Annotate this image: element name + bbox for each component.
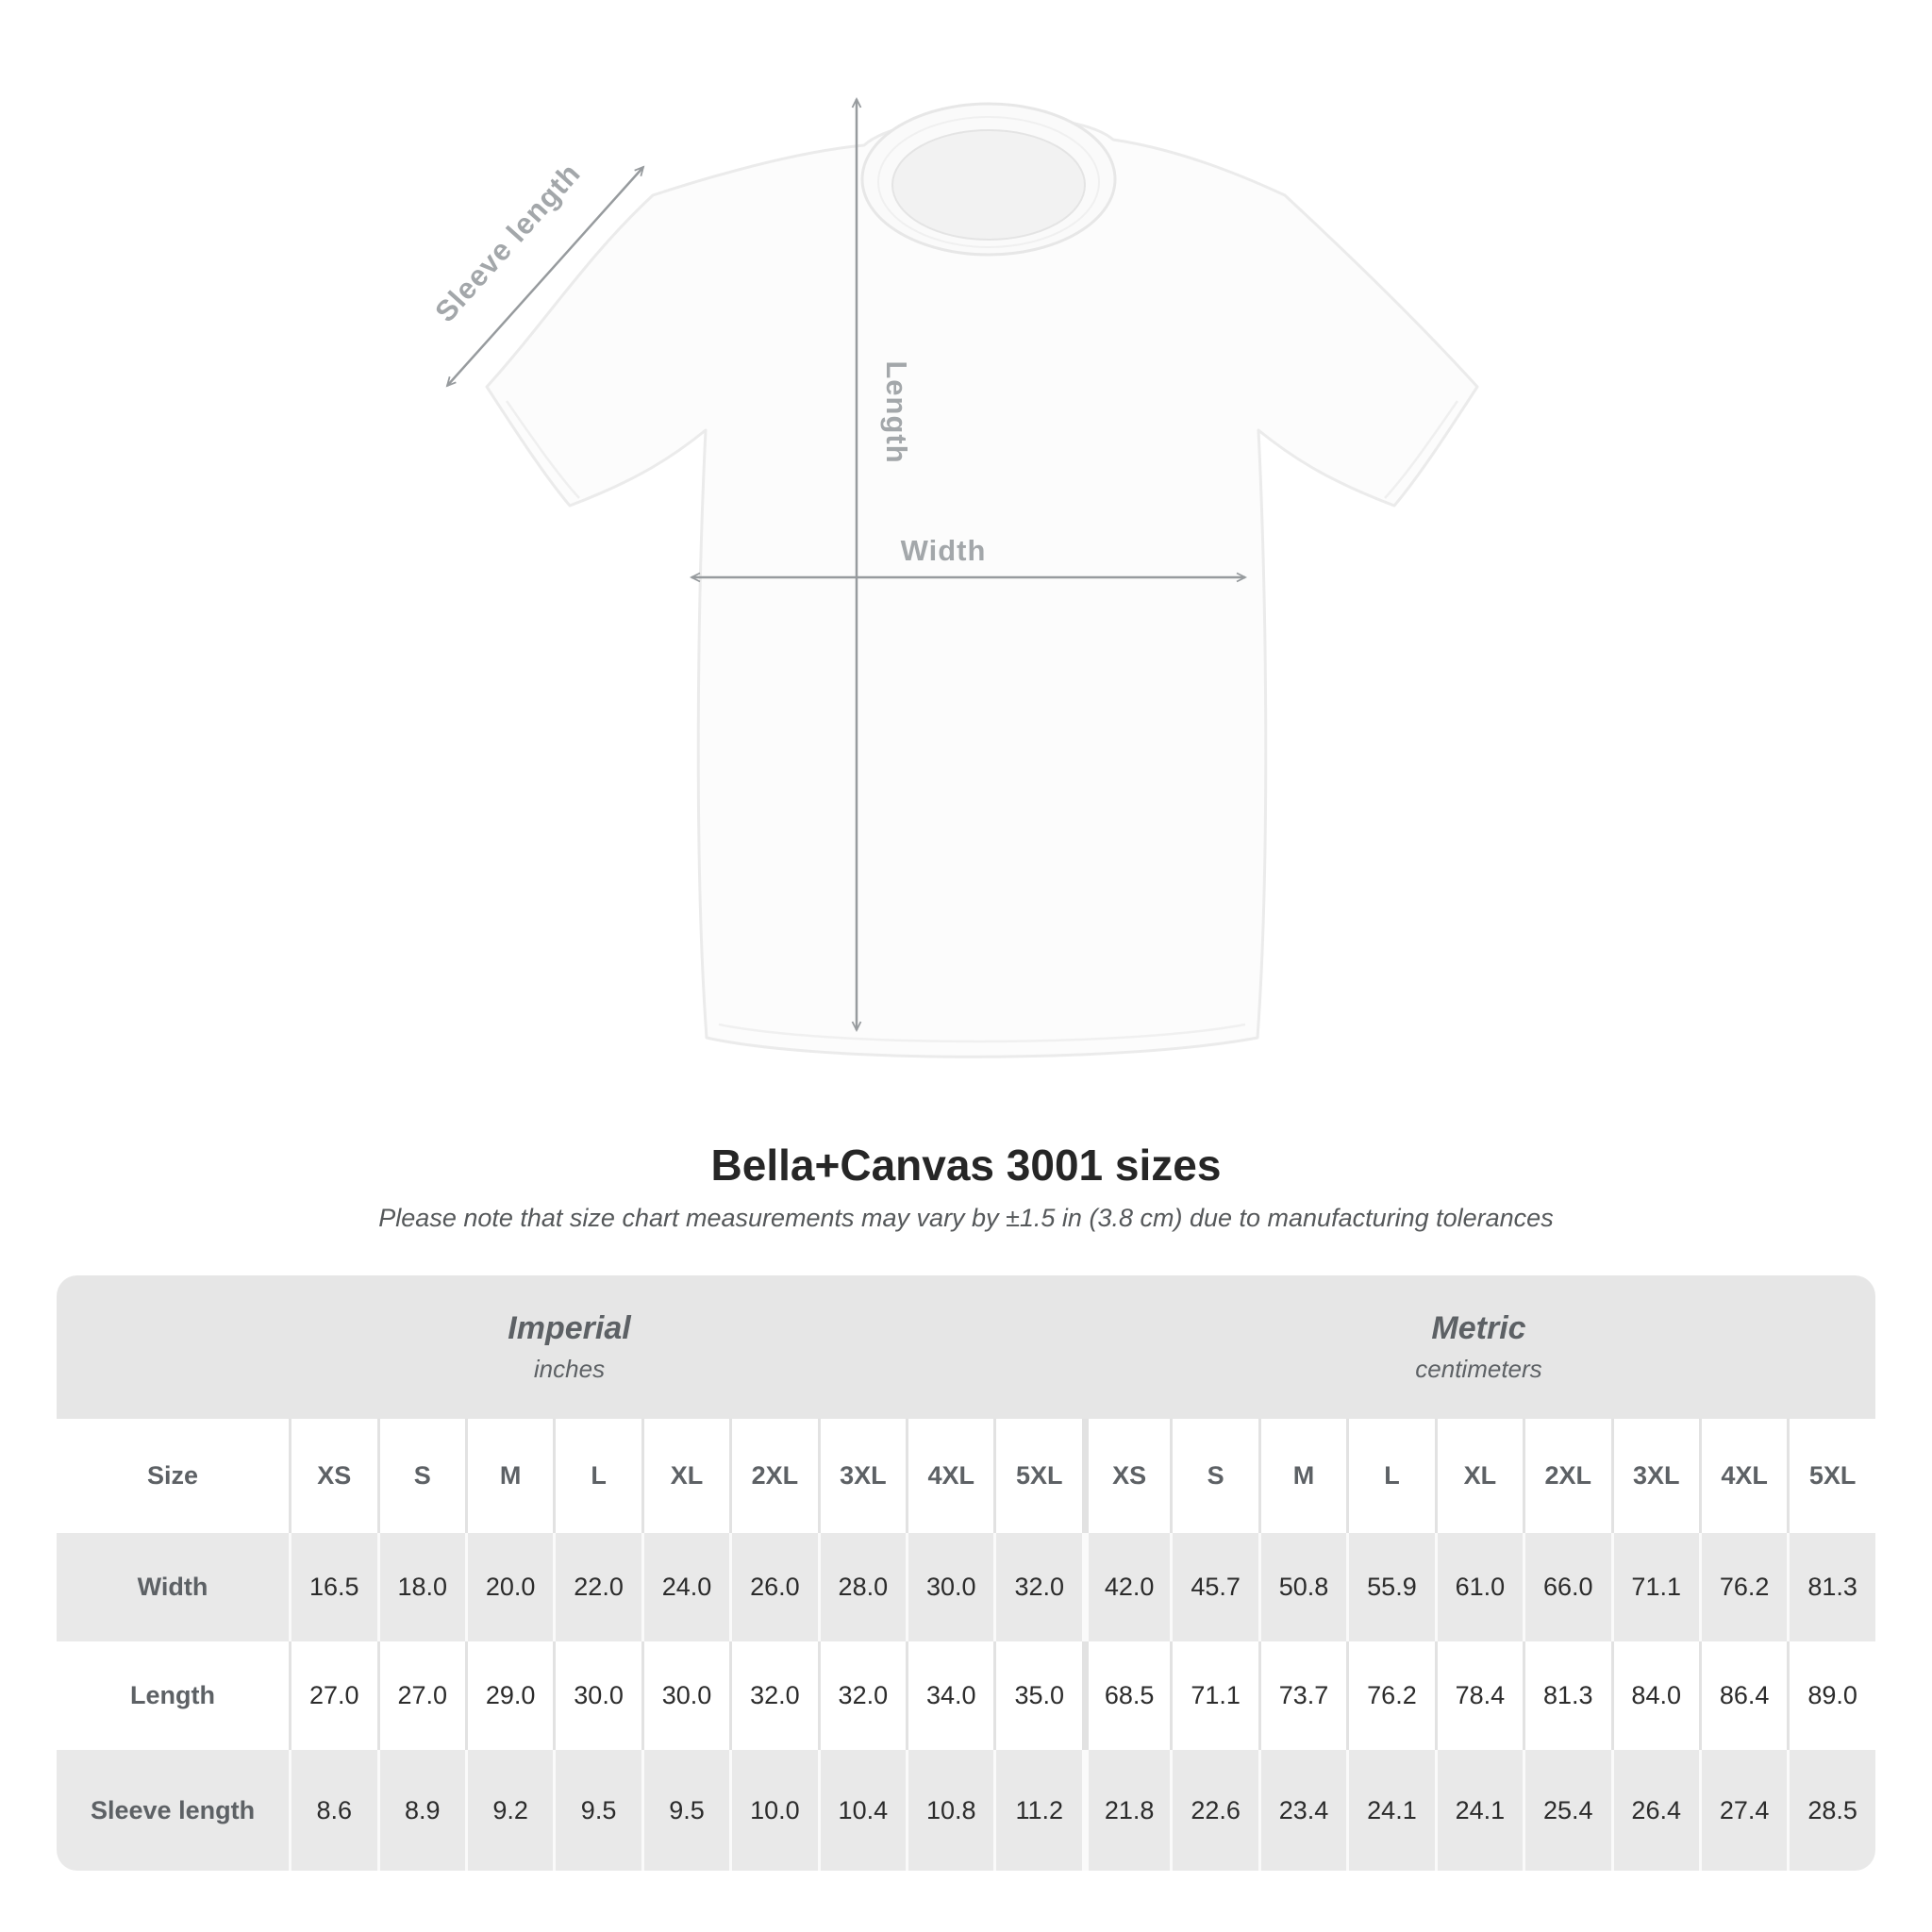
value-cell: 8.9 bbox=[376, 1750, 465, 1871]
size-chart: Imperial inches Metric centimeters Size … bbox=[57, 1275, 1875, 1871]
value-cell: 10.4 bbox=[817, 1750, 907, 1871]
value-cell: 23.4 bbox=[1257, 1750, 1347, 1871]
value-cell: 30.0 bbox=[553, 1641, 641, 1750]
page-title: Bella+Canvas 3001 sizes bbox=[710, 1141, 1222, 1190]
width-label: Width bbox=[901, 534, 987, 567]
value-cell: 45.7 bbox=[1170, 1533, 1258, 1641]
value-cell: 73.7 bbox=[1257, 1641, 1347, 1750]
value-cell: 81.3 bbox=[1523, 1641, 1611, 1750]
value-cell: 26.0 bbox=[729, 1533, 818, 1641]
value-cell: 30.0 bbox=[906, 1533, 994, 1641]
size-header-cell: L bbox=[1346, 1419, 1435, 1533]
size-header-cell: XS bbox=[289, 1419, 377, 1533]
value-cell: 9.2 bbox=[464, 1750, 554, 1871]
size-header-cell: 4XL bbox=[1698, 1419, 1788, 1533]
value-cell: 9.5 bbox=[553, 1750, 641, 1871]
value-cell: 24.0 bbox=[641, 1533, 730, 1641]
value-cell: 61.0 bbox=[1434, 1533, 1524, 1641]
size-header-cell: XL bbox=[641, 1419, 730, 1533]
metric-label: Metric bbox=[1431, 1309, 1526, 1346]
table-row-length: Length 27.0 27.0 29.0 30.0 30.0 32.0 32.… bbox=[57, 1641, 1875, 1750]
value-cell: 84.0 bbox=[1610, 1641, 1699, 1750]
value-cell: 27.0 bbox=[376, 1641, 465, 1750]
tolerance-note: Please note that size chart measurements… bbox=[378, 1204, 1554, 1232]
size-header-cell: L bbox=[553, 1419, 641, 1533]
length-label: Length bbox=[880, 360, 913, 463]
size-header-cell: S bbox=[376, 1419, 465, 1533]
value-cell: 76.2 bbox=[1698, 1533, 1788, 1641]
imperial-label: Imperial bbox=[508, 1309, 631, 1346]
value-cell: 30.0 bbox=[641, 1641, 730, 1750]
value-cell: 22.0 bbox=[553, 1533, 641, 1641]
value-cell: 10.0 bbox=[729, 1750, 818, 1871]
table-row-sleeve-length: Sleeve length 8.6 8.9 9.2 9.5 9.5 10.0 1… bbox=[57, 1750, 1875, 1871]
value-cell: 24.1 bbox=[1434, 1750, 1524, 1871]
value-cell: 28.5 bbox=[1787, 1750, 1875, 1871]
value-cell: 71.1 bbox=[1170, 1641, 1258, 1750]
size-header-cell: 3XL bbox=[817, 1419, 907, 1533]
sleeve-length-arrow bbox=[445, 165, 645, 388]
size-header-cell: M bbox=[1257, 1419, 1347, 1533]
value-cell: 28.0 bbox=[817, 1533, 907, 1641]
row-label: Length bbox=[57, 1641, 290, 1750]
value-cell: 16.5 bbox=[289, 1533, 377, 1641]
value-cell: 8.6 bbox=[289, 1750, 377, 1871]
tshirt-measurement-diagram: Sleeve length Length Width bbox=[428, 96, 1479, 1058]
row-label: Width bbox=[57, 1533, 290, 1641]
collar-rib bbox=[877, 116, 1100, 248]
value-cell: 89.0 bbox=[1787, 1641, 1875, 1750]
value-cell: 35.0 bbox=[993, 1641, 1082, 1750]
size-header-cell: 4XL bbox=[906, 1419, 994, 1533]
value-cell: 71.1 bbox=[1610, 1533, 1699, 1641]
size-header-row: Size XS S M L XL 2XL 3XL 4XL 5XL XS S M … bbox=[57, 1419, 1875, 1533]
value-cell: 29.0 bbox=[464, 1641, 554, 1750]
value-cell: 50.8 bbox=[1257, 1533, 1347, 1641]
value-cell: 22.6 bbox=[1170, 1750, 1258, 1871]
value-cell: 27.0 bbox=[289, 1641, 377, 1750]
value-cell: 42.0 bbox=[1081, 1533, 1171, 1641]
value-cell: 20.0 bbox=[464, 1533, 554, 1641]
value-cell: 10.8 bbox=[906, 1750, 994, 1871]
value-cell: 66.0 bbox=[1523, 1533, 1611, 1641]
row-label: Sleeve length bbox=[57, 1750, 290, 1871]
unit-band-row: Imperial inches Metric centimeters bbox=[57, 1275, 1875, 1419]
table-row-width: Width 16.5 18.0 20.0 22.0 24.0 26.0 28.0… bbox=[57, 1533, 1875, 1641]
size-header-cell: XL bbox=[1434, 1419, 1524, 1533]
size-header-cell: 2XL bbox=[729, 1419, 818, 1533]
value-cell: 32.0 bbox=[993, 1533, 1082, 1641]
value-cell: 21.8 bbox=[1081, 1750, 1171, 1871]
imperial-unit: inches bbox=[533, 1355, 606, 1384]
value-cell: 24.1 bbox=[1346, 1750, 1435, 1871]
value-cell: 27.4 bbox=[1698, 1750, 1788, 1871]
value-cell: 11.2 bbox=[993, 1750, 1082, 1871]
value-cell: 25.4 bbox=[1523, 1750, 1611, 1871]
value-cell: 55.9 bbox=[1346, 1533, 1435, 1641]
value-cell: 76.2 bbox=[1346, 1641, 1435, 1750]
tshirt-graphic bbox=[485, 102, 1479, 1058]
size-header-cell: XS bbox=[1081, 1419, 1171, 1533]
imperial-section-header: Imperial inches bbox=[57, 1275, 1082, 1419]
size-header-cell: S bbox=[1170, 1419, 1258, 1533]
value-cell: 26.4 bbox=[1610, 1750, 1699, 1871]
title-block: Bella+Canvas 3001 sizes Please note that… bbox=[0, 1140, 1932, 1233]
value-cell: 34.0 bbox=[906, 1641, 994, 1750]
value-cell: 86.4 bbox=[1698, 1641, 1788, 1750]
size-table: Imperial inches Metric centimeters Size … bbox=[57, 1275, 1875, 1871]
size-header-cell: 2XL bbox=[1523, 1419, 1611, 1533]
metric-section-header: Metric centimeters bbox=[1081, 1275, 1875, 1419]
value-cell: 32.0 bbox=[729, 1641, 818, 1750]
value-cell: 18.0 bbox=[376, 1533, 465, 1641]
value-cell: 78.4 bbox=[1434, 1641, 1524, 1750]
value-cell: 81.3 bbox=[1787, 1533, 1875, 1641]
value-cell: 9.5 bbox=[641, 1750, 730, 1871]
metric-unit: centimeters bbox=[1415, 1355, 1542, 1384]
size-header-cell: 5XL bbox=[1787, 1419, 1875, 1533]
collar-inner bbox=[891, 129, 1086, 241]
size-header-cell: 3XL bbox=[1610, 1419, 1699, 1533]
size-header-cell: 5XL bbox=[993, 1419, 1082, 1533]
value-cell: 68.5 bbox=[1081, 1641, 1171, 1750]
value-cell: 32.0 bbox=[817, 1641, 907, 1750]
size-col-header: Size bbox=[57, 1419, 290, 1533]
size-header-cell: M bbox=[464, 1419, 554, 1533]
